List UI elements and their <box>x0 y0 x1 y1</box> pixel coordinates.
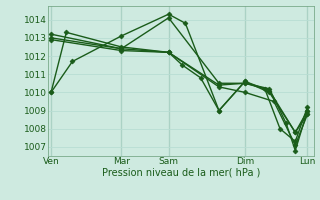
X-axis label: Pression niveau de la mer( hPa ): Pression niveau de la mer( hPa ) <box>102 168 260 178</box>
